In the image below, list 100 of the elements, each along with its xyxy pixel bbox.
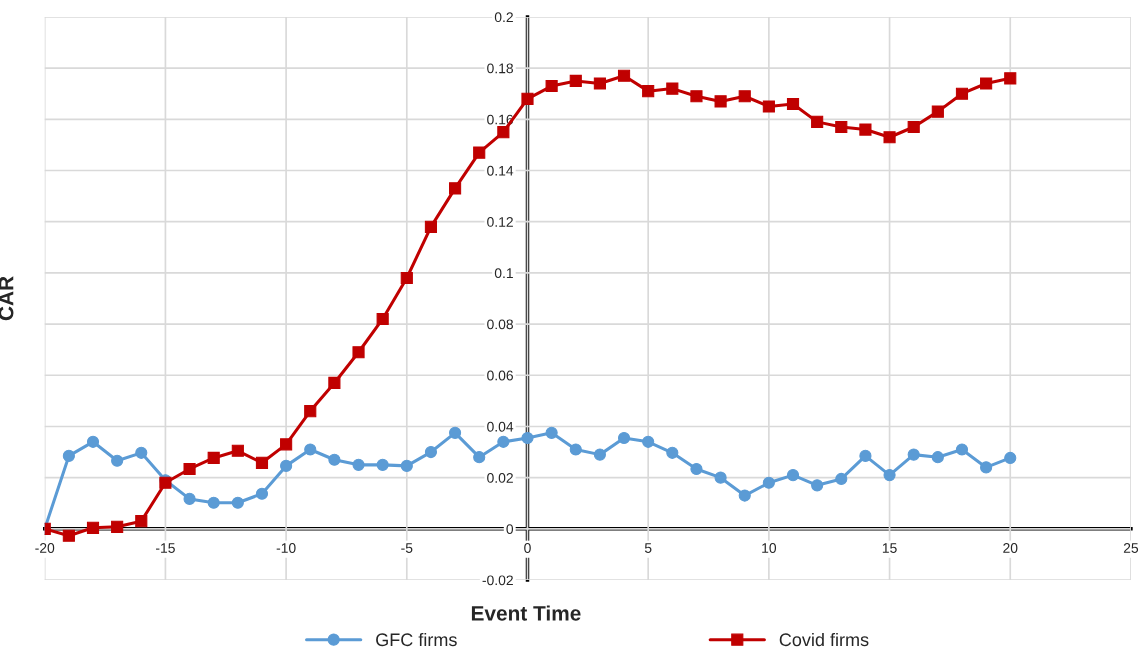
point	[907, 448, 920, 461]
y-tick-label: 0.04	[487, 421, 514, 432]
point	[980, 461, 993, 474]
point	[569, 74, 582, 87]
point	[521, 431, 534, 445]
point	[569, 443, 582, 456]
point	[376, 458, 389, 471]
legend-label: GFC firms	[376, 632, 457, 647]
point	[473, 146, 486, 159]
point	[424, 220, 438, 233]
point	[835, 472, 848, 486]
point	[642, 435, 655, 448]
point	[738, 489, 751, 502]
point	[497, 435, 510, 448]
y-tick-label: 0.1	[494, 268, 513, 279]
point	[304, 405, 317, 418]
x-tick-label: 25	[1123, 543, 1139, 553]
point	[666, 446, 679, 459]
point	[883, 469, 896, 482]
legend-label: Covid firms	[779, 632, 869, 647]
x-axis-title: Event Time	[471, 605, 581, 621]
y-tick-label: 0.2	[494, 12, 513, 23]
point	[280, 438, 293, 451]
point	[786, 469, 800, 482]
point	[642, 85, 655, 98]
point	[207, 451, 220, 465]
point	[111, 520, 124, 533]
point	[955, 87, 969, 100]
point	[135, 446, 148, 459]
point	[593, 448, 606, 461]
x-tick-label: -10	[276, 543, 296, 553]
y-tick-label: -0.02	[482, 575, 513, 586]
point	[690, 90, 703, 103]
y-tick-label: 0.02	[487, 472, 513, 483]
point	[690, 462, 703, 476]
x-tick-label: 0	[524, 543, 531, 553]
y-tick-label: 0.12	[487, 217, 513, 227]
point	[593, 77, 606, 90]
point	[255, 487, 269, 500]
x-tick-label: 15	[882, 543, 897, 553]
point	[497, 126, 510, 139]
point	[907, 120, 920, 134]
point	[86, 435, 100, 448]
point	[955, 443, 969, 456]
point	[931, 105, 944, 118]
point	[545, 79, 558, 93]
point	[449, 182, 462, 195]
x-tick-label: 5	[644, 543, 652, 553]
y-tick-label: 0.06	[487, 370, 513, 381]
point	[400, 459, 413, 472]
x-tick-label: 20	[1003, 543, 1018, 553]
point	[521, 92, 534, 105]
point	[424, 445, 438, 459]
point	[352, 346, 365, 359]
point	[811, 479, 824, 492]
y-tick-label: 0	[506, 524, 514, 535]
point	[545, 426, 558, 439]
point	[400, 271, 413, 285]
point	[255, 456, 269, 469]
point	[859, 123, 872, 136]
x-tick-label: 10	[762, 543, 777, 553]
x-tick-label: -5	[401, 543, 413, 553]
point	[352, 458, 365, 471]
point	[714, 95, 727, 108]
point	[714, 471, 727, 484]
point	[883, 131, 896, 144]
point	[86, 521, 100, 534]
point	[62, 449, 75, 462]
y-tick-label: 0.14	[487, 165, 514, 176]
x-tick-label: -20	[35, 543, 55, 553]
y-tick-label: 0.08	[487, 319, 513, 330]
point	[980, 77, 993, 90]
point	[931, 451, 944, 464]
point	[666, 82, 679, 95]
point	[231, 496, 244, 509]
point	[762, 476, 775, 489]
point	[111, 454, 124, 467]
point	[304, 443, 317, 456]
point	[231, 444, 244, 457]
point	[762, 100, 775, 113]
point	[1004, 451, 1017, 465]
point	[617, 69, 631, 82]
point	[738, 90, 751, 103]
point	[62, 529, 75, 542]
point	[786, 97, 800, 111]
point	[811, 115, 824, 128]
point	[280, 459, 293, 472]
point	[449, 426, 462, 439]
point	[328, 453, 341, 466]
point	[376, 312, 389, 326]
point	[473, 451, 486, 464]
point	[183, 462, 196, 476]
y-tick-label: 0.18	[487, 63, 513, 74]
point	[835, 120, 848, 134]
x-tick-label: -15	[156, 543, 175, 553]
point	[617, 431, 631, 445]
point	[1004, 72, 1017, 85]
point	[207, 496, 220, 509]
point	[328, 376, 341, 390]
point	[135, 515, 148, 528]
